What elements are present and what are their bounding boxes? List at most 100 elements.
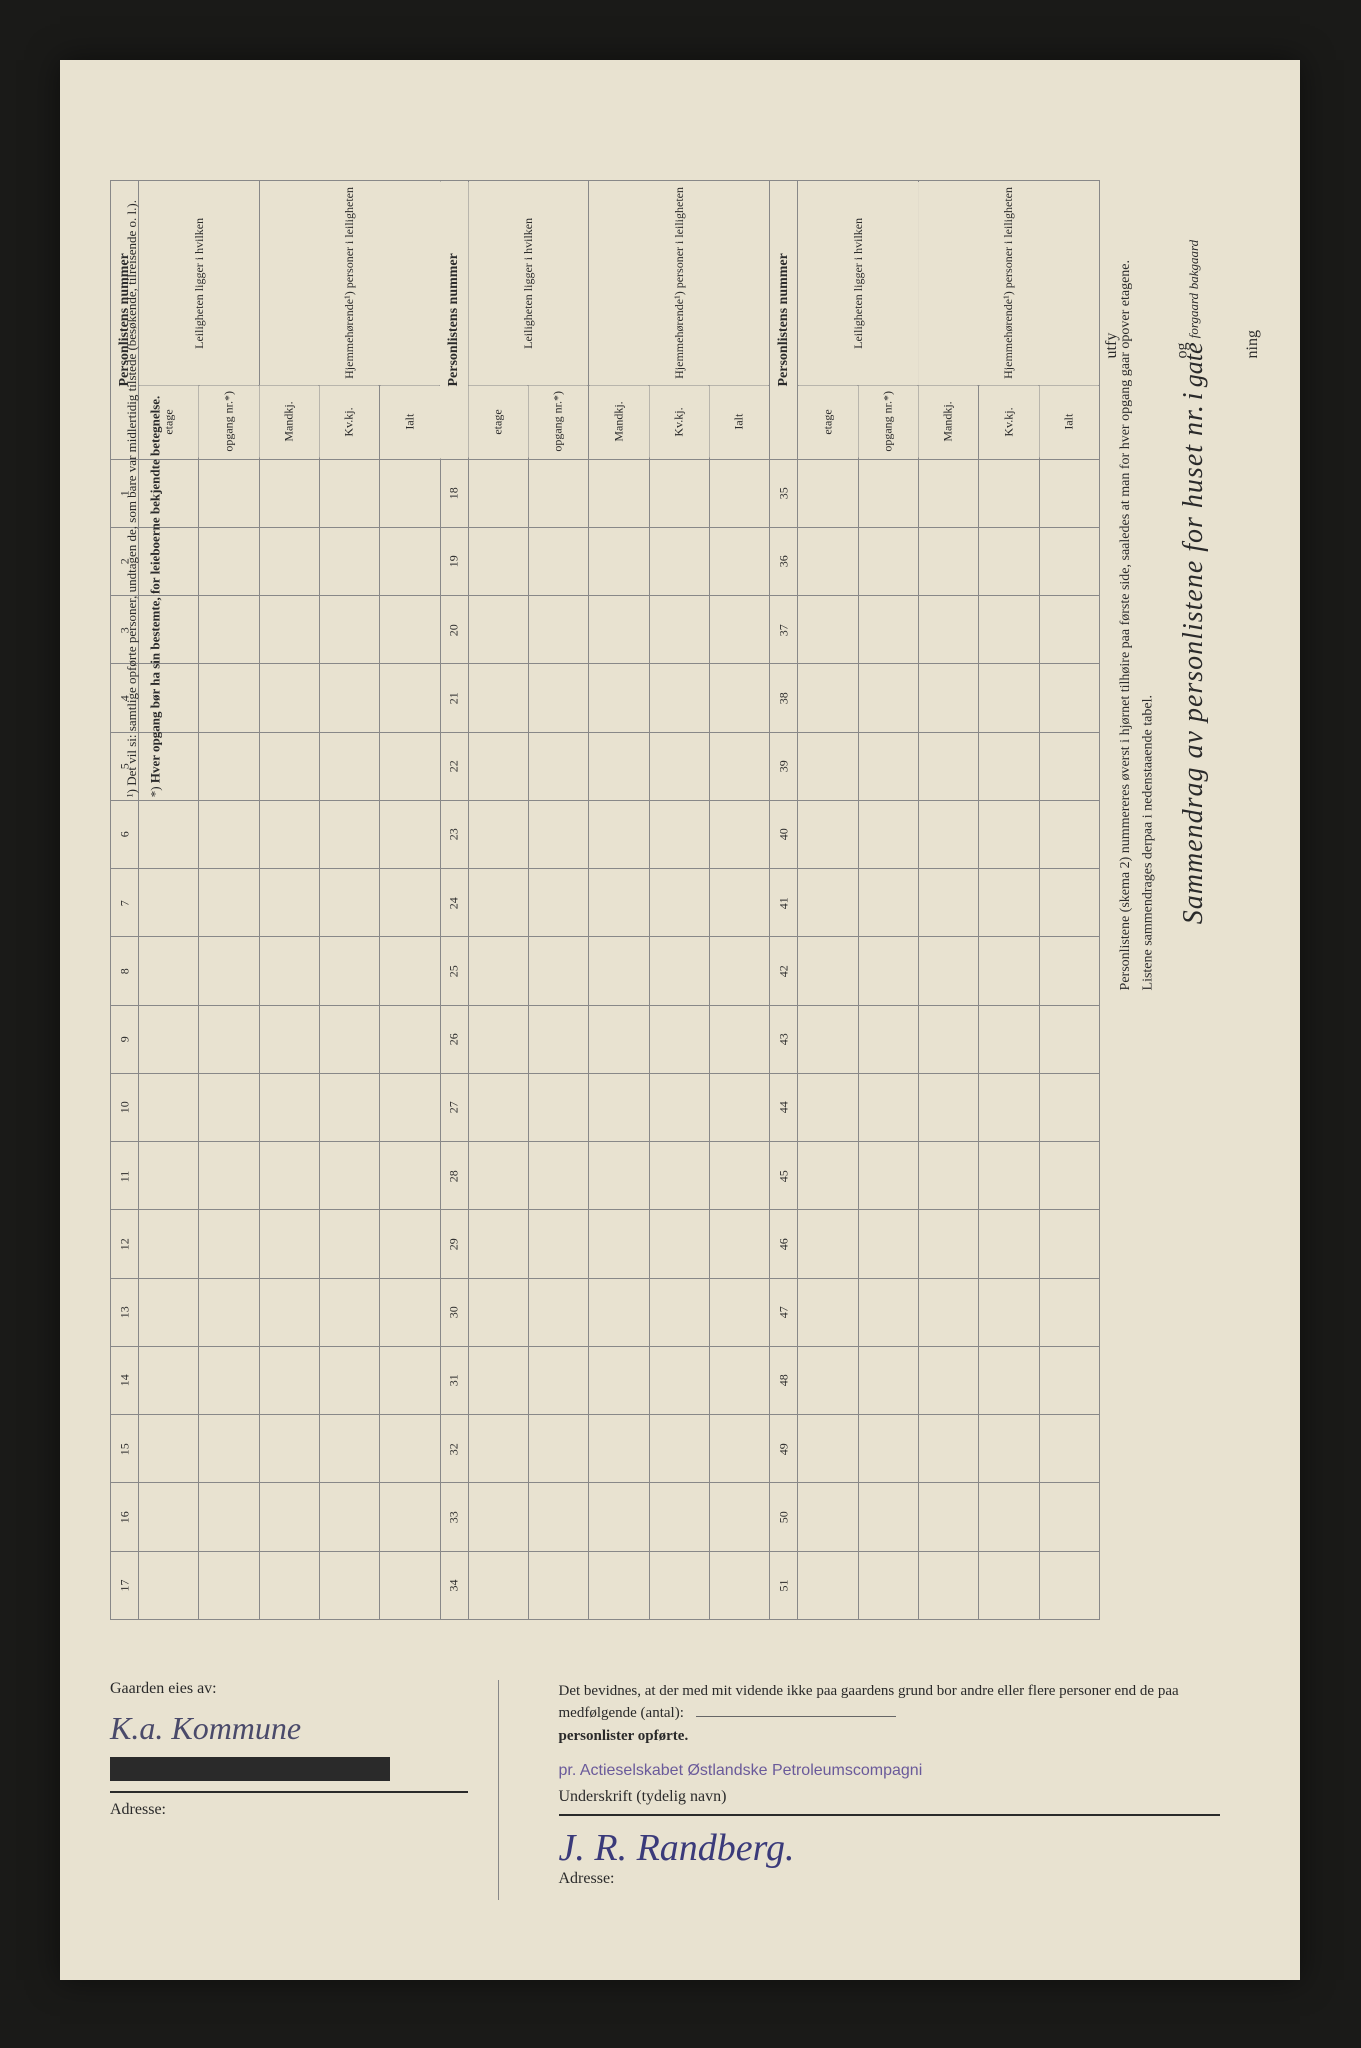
row-number-cell: 13 (111, 1278, 139, 1346)
row-number-cell: 20 (440, 596, 468, 664)
data-cell (380, 1210, 440, 1278)
data-cell (709, 1073, 769, 1141)
data-cell (918, 732, 978, 800)
data-cell (979, 664, 1039, 732)
data-cell (380, 869, 440, 937)
data-cell (199, 527, 259, 595)
data-cell (918, 1142, 978, 1210)
footnotes: ¹) Det vil si: samtlige opførte personer… (120, 200, 167, 797)
data-cell (979, 459, 1039, 527)
data-cell (798, 869, 858, 937)
data-cell (979, 869, 1039, 937)
row-number-cell: 8 (111, 937, 139, 1005)
data-cell (649, 1210, 709, 1278)
row-number-cell: 25 (440, 937, 468, 1005)
data-cell (649, 1142, 709, 1210)
col-personlistens-2: Personlistens nummer (440, 181, 468, 460)
data-cell (979, 1005, 1039, 1073)
table-header: Personlistens nummer Leiligheten ligger … (111, 181, 1100, 460)
data-cell (798, 1142, 858, 1210)
col-hjemme-2: Hjemmehørende¹) personer i leiligheten (589, 181, 770, 386)
row-number-cell: 34 (440, 1551, 468, 1619)
data-cell (380, 1551, 440, 1619)
data-cell (468, 1415, 528, 1483)
data-cell (649, 869, 709, 937)
data-cell (528, 1483, 588, 1551)
data-cell (139, 800, 199, 868)
title-bakgaard: bakgaard (1186, 240, 1201, 289)
sub-opgang-3: opgang nr.*) (858, 385, 918, 459)
data-cell (1039, 596, 1099, 664)
data-cell (468, 1346, 528, 1414)
data-cell (380, 527, 440, 595)
data-cell (979, 800, 1039, 868)
sub-ialt-2: Ialt (709, 385, 769, 459)
data-cell (858, 1142, 918, 1210)
attestation-text: Det bevidnes, at der med mit vidende ikk… (559, 1680, 1221, 1748)
data-cell (649, 1278, 709, 1346)
data-cell (468, 1483, 528, 1551)
data-cell (259, 869, 319, 937)
data-cell (589, 732, 649, 800)
data-cell (319, 732, 379, 800)
data-cell (589, 800, 649, 868)
data-cell (139, 1210, 199, 1278)
data-cell (589, 527, 649, 595)
data-cell (798, 937, 858, 1005)
data-cell (649, 664, 709, 732)
data-cell (858, 937, 918, 1005)
data-cell (199, 937, 259, 1005)
data-cell (798, 1346, 858, 1414)
footnote1-text: Det vil si: samtlige opførte personer, u… (124, 200, 139, 786)
table-row: 163350 (111, 1483, 1100, 1551)
instruction-text: Personlistene (skema 2) nummereres øvers… (1115, 260, 1160, 990)
data-cell (1039, 1005, 1099, 1073)
data-cell (528, 1073, 588, 1141)
row-number-cell: 33 (440, 1483, 468, 1551)
data-cell (468, 800, 528, 868)
sub-ialt-3: Ialt (1039, 385, 1099, 459)
data-cell (709, 1005, 769, 1073)
document-page: utfy og ning Sammendrag av personlistene… (60, 60, 1300, 1980)
data-cell (1039, 869, 1099, 937)
table-row: 143148 (111, 1346, 1100, 1414)
data-cell (649, 459, 709, 527)
row-number-cell: 30 (440, 1278, 468, 1346)
data-cell (1039, 1210, 1099, 1278)
data-cell (918, 1551, 978, 1619)
row-number-cell: 44 (770, 1073, 798, 1141)
data-cell (979, 1073, 1039, 1141)
data-cell (528, 937, 588, 1005)
data-cell (798, 1278, 858, 1346)
data-cell (918, 1005, 978, 1073)
data-cell (380, 1415, 440, 1483)
title-block: Sammendrag av personlistene for huset nr… (1178, 240, 1210, 924)
data-cell (979, 732, 1039, 800)
bottom-section: Gaarden eies av: K.a. Kommune Adresse: D… (110, 1680, 1220, 1901)
data-cell (589, 1415, 649, 1483)
witness-signature: J. R. Randberg. (559, 1826, 1221, 1870)
data-cell (528, 800, 588, 868)
data-cell (979, 527, 1039, 595)
header-row-2: etage opgang nr.*) Mandkj. Kv.kj. Ialt e… (111, 385, 1100, 459)
data-cell (918, 1073, 978, 1141)
antal-field (696, 1716, 896, 1717)
data-cell (380, 1073, 440, 1141)
data-cell (259, 664, 319, 732)
data-cell (528, 664, 588, 732)
data-cell (589, 1210, 649, 1278)
data-cell (319, 800, 379, 868)
data-cell (709, 664, 769, 732)
row-number-cell: 36 (770, 527, 798, 595)
data-cell (139, 1483, 199, 1551)
data-cell (858, 1005, 918, 1073)
data-cell (709, 596, 769, 664)
data-cell (199, 1551, 259, 1619)
adresse-label-left: Adresse: (110, 1801, 468, 1819)
data-cell (139, 1415, 199, 1483)
data-cell (528, 1142, 588, 1210)
data-cell (259, 1551, 319, 1619)
data-cell (139, 869, 199, 937)
sub-mandkj-2: Mandkj. (589, 385, 649, 459)
data-cell (709, 1551, 769, 1619)
